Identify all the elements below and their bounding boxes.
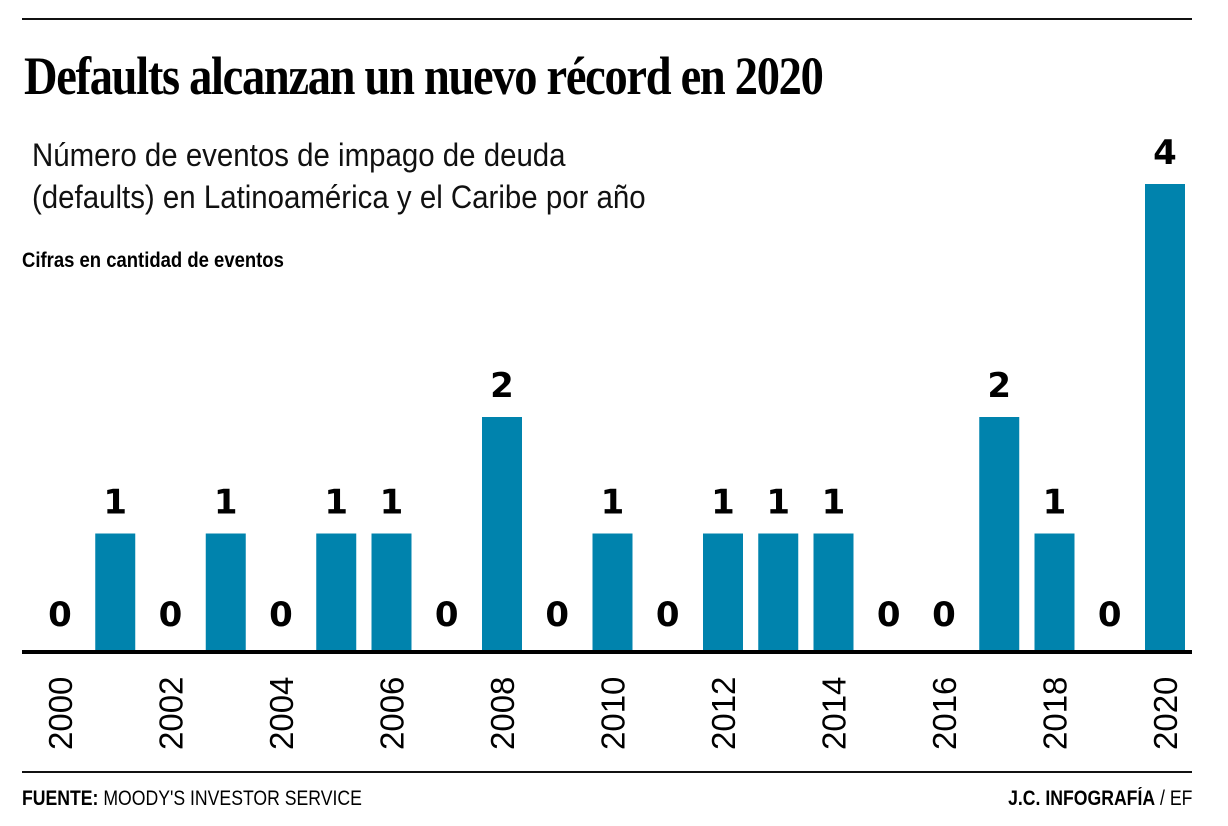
bar-2020 <box>1145 184 1185 650</box>
data-label-2018: 1 <box>1043 483 1067 523</box>
data-label-2014: 1 <box>822 483 846 523</box>
bar-2014 <box>813 533 854 650</box>
data-label-2001: 1 <box>103 483 127 523</box>
bar-2003 <box>205 533 246 650</box>
data-label-2017: 2 <box>987 366 1011 406</box>
data-label-2019: 0 <box>1098 595 1122 635</box>
data-label-2000: 0 <box>48 595 72 635</box>
x-tick-label-2002: 2002 <box>153 677 190 750</box>
source-note: FUENTE: MOODY'S INVESTOR SERVICE <box>22 787 362 811</box>
x-tick-label-2008: 2008 <box>484 677 521 750</box>
x-tick-label-2016: 2016 <box>926 677 963 750</box>
x-tick-label-2012: 2012 <box>705 677 742 750</box>
data-label-2008: 2 <box>490 366 514 406</box>
bar-2006 <box>371 533 412 650</box>
data-label-2013: 1 <box>766 483 790 523</box>
data-label-2004: 0 <box>269 595 293 635</box>
data-label-2012: 1 <box>711 483 735 523</box>
bar-2005 <box>316 533 357 650</box>
source-value: MOODY'S INVESTOR SERVICE <box>103 787 362 810</box>
bar-2013 <box>758 533 799 650</box>
x-tick-label-2014: 2014 <box>816 677 853 750</box>
credit-note: J.C. INFOGRAFÍA / EF <box>1008 787 1192 811</box>
x-tick-label-2018: 2018 <box>1037 677 1074 750</box>
subtitle-line-1: Número de eventos de impago de deuda <box>32 137 566 173</box>
data-label-2009: 0 <box>545 595 569 635</box>
units-note: Cifras en cantidad de eventos <box>22 249 284 272</box>
chart-title: Defaults alcanzan un nuevo récord en 202… <box>24 46 824 106</box>
x-tick-labels-group: 2000 2002 2004 2006 2008 2010 2012 2014 2016 2018… <box>42 677 1184 750</box>
data-label-2015: 0 <box>877 595 901 635</box>
data-label-2003: 1 <box>214 483 238 523</box>
bar-2012 <box>703 533 743 650</box>
x-tick-label-2010: 2010 <box>595 677 632 750</box>
bar-2018 <box>1034 533 1075 650</box>
credit-rest: / EF <box>1154 787 1192 810</box>
x-tick-label-2006: 2006 <box>374 677 411 750</box>
x-tick-label-2020: 2020 <box>1147 677 1184 750</box>
x-tick-label-2004: 2004 <box>263 677 300 750</box>
chart-subtitle: Número de eventos de impago de deuda (de… <box>32 134 646 218</box>
data-label-2006: 1 <box>380 483 404 523</box>
data-label-2016: 0 <box>932 595 956 635</box>
bar-2017 <box>979 417 1020 650</box>
data-label-2020: 4 <box>1153 133 1177 173</box>
bar-2008 <box>482 417 522 650</box>
credit-bold: J.C. INFOGRAFÍA <box>1007 787 1155 810</box>
top-rule <box>22 18 1192 20</box>
data-label-2002: 0 <box>159 595 183 635</box>
subtitle-line-2: (defaults) en Latinoamérica y el Caribe … <box>32 179 646 215</box>
source-label: FUENTE: <box>22 787 99 810</box>
bottom-rule <box>22 771 1192 773</box>
data-label-2007: 0 <box>435 595 459 635</box>
bars-group <box>95 184 1185 650</box>
bar-2001 <box>95 533 136 650</box>
data-label-2010: 1 <box>601 483 625 523</box>
data-label-2005: 1 <box>324 483 348 523</box>
x-tick-label-2000: 2000 <box>42 677 79 750</box>
bar-2010 <box>592 533 633 650</box>
data-label-2011: 0 <box>656 595 680 635</box>
